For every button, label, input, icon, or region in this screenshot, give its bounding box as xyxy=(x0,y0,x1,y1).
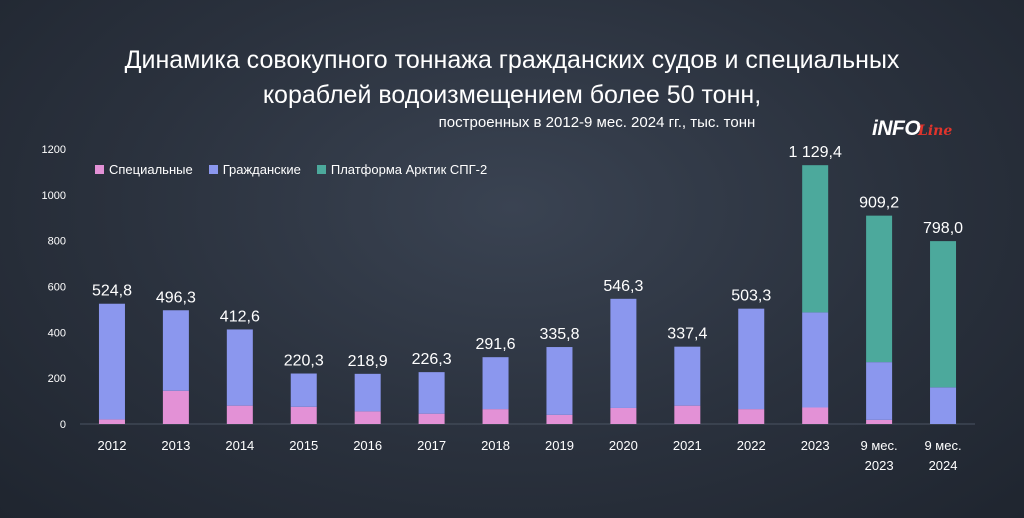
logo-text-accent: Line xyxy=(918,123,953,139)
x-tick-label: 2023 xyxy=(801,438,830,453)
data-label: 798,0 xyxy=(923,220,963,237)
x-tick-label: 2015 xyxy=(289,438,318,453)
legend-item-civil: Гражданские xyxy=(208,162,301,177)
x-tick-label: 2022 xyxy=(737,438,766,453)
x-tick-label: 2012 xyxy=(98,438,127,453)
x-tick-label: 2013 xyxy=(161,438,190,453)
legend-label-civil: Гражданские xyxy=(222,162,301,177)
bar-civil xyxy=(354,373,381,412)
y-tick-label: 600 xyxy=(48,282,66,294)
bar-civil xyxy=(546,347,573,415)
bar-civil xyxy=(162,310,189,391)
x-tick-label: 2023 xyxy=(865,458,894,473)
bar-civil xyxy=(930,387,957,424)
legend-label-special: Специальные xyxy=(109,162,193,177)
data-label: 503,3 xyxy=(731,288,771,305)
chart-legend: Специальные Гражданские Платформа Арктик… xyxy=(95,162,487,177)
chart-title-line1: Динамика совокупного тоннажа гражданских… xyxy=(124,46,900,74)
data-label: 909,2 xyxy=(859,195,899,212)
bar-civil xyxy=(482,357,509,410)
x-tick-label: 9 мес. xyxy=(924,438,961,453)
data-label: 496,3 xyxy=(156,289,196,306)
bar-special xyxy=(546,414,573,424)
subtitle-text: построенных в 2012-9 мес. 2024 гг., тыс.… xyxy=(438,114,756,131)
bar-special xyxy=(482,409,509,424)
bar-special xyxy=(674,405,701,424)
x-tick-label: 2016 xyxy=(353,438,382,453)
x-tick-label: 2024 xyxy=(929,458,958,473)
x-tick-label: 2021 xyxy=(673,438,702,453)
bar-civil xyxy=(226,329,253,406)
y-tick-label: 0 xyxy=(60,419,66,431)
y-tick-label: 1200 xyxy=(42,144,66,156)
bar-civil xyxy=(802,312,829,408)
bar-arctic xyxy=(930,241,957,388)
data-label: 1 129,4 xyxy=(788,144,841,161)
data-label: 412,6 xyxy=(220,308,260,325)
bar-special xyxy=(226,405,253,424)
legend-item-special: Специальные xyxy=(95,162,193,177)
legend-swatch-arctic xyxy=(316,165,326,174)
bar-civil xyxy=(674,346,701,406)
data-label: 218,9 xyxy=(348,353,388,370)
bar-civil xyxy=(610,298,637,408)
y-tick-label: 1000 xyxy=(42,190,66,202)
bar-special xyxy=(610,407,637,424)
bar-special xyxy=(290,406,317,424)
x-tick-label: 2020 xyxy=(609,438,638,453)
data-label: 220,3 xyxy=(284,353,324,370)
data-label: 524,8 xyxy=(92,283,132,300)
data-label: 226,3 xyxy=(412,351,452,368)
data-label: 546,3 xyxy=(603,278,643,295)
x-tick-label: 2017 xyxy=(417,438,446,453)
bar-arctic xyxy=(866,215,893,363)
bar-special xyxy=(418,413,445,424)
x-tick-label: 2018 xyxy=(481,438,510,453)
legend-swatch-special xyxy=(95,165,104,174)
y-tick-label: 800 xyxy=(48,236,66,248)
bar-special xyxy=(866,419,893,424)
bar-civil xyxy=(418,372,445,414)
chart-subtitle: построенных в 2012-9 мес. 2024 гг., тыс.… xyxy=(0,114,1024,131)
bar-special xyxy=(162,390,189,424)
x-tick-label: 2019 xyxy=(545,438,574,453)
bar-special xyxy=(802,407,829,424)
data-label: 335,8 xyxy=(539,326,579,343)
y-tick-label: 400 xyxy=(48,327,66,339)
legend-item-arctic: Платформа Арктик СПГ-2 xyxy=(316,162,488,177)
data-label: 337,4 xyxy=(667,326,707,343)
infoline-logo: iNFO Line xyxy=(872,117,972,143)
bar-civil xyxy=(98,303,125,420)
bar-special xyxy=(354,411,381,424)
data-label: 291,6 xyxy=(476,336,516,353)
bar-civil xyxy=(866,362,893,420)
chart-title-line2: кораблей водоизмещением более 50 тонн, xyxy=(262,81,762,109)
bar-special xyxy=(98,419,125,424)
logo-text-main: iNFO xyxy=(872,117,921,140)
bar-arctic xyxy=(802,165,829,313)
legend-label-arctic: Платформа Арктик СПГ-2 xyxy=(330,162,488,177)
x-tick-label: 9 мес. xyxy=(861,438,898,453)
bar-civil xyxy=(738,308,765,410)
y-tick-label: 200 xyxy=(48,373,66,385)
bar-special xyxy=(738,409,765,424)
bar-civil xyxy=(290,373,317,407)
legend-swatch-civil xyxy=(208,165,218,174)
x-tick-label: 2014 xyxy=(225,438,254,453)
